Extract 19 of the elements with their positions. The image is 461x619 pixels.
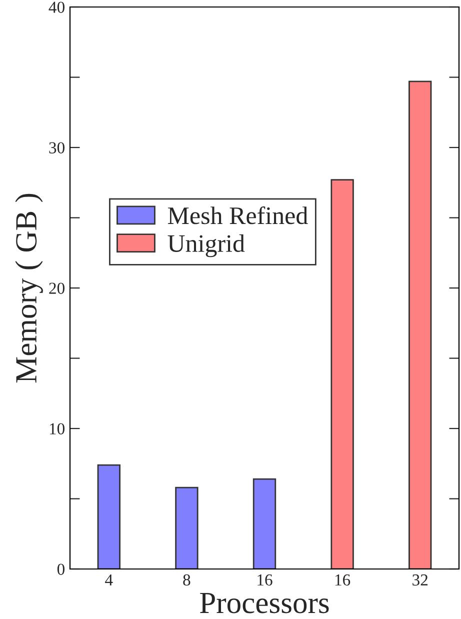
x-tick-label: 16: [335, 574, 350, 586]
y-tick-label: 30: [49, 142, 65, 154]
x-tick-label: 16: [258, 574, 272, 586]
x-axis-title: Processors: [200, 592, 329, 614]
y-tick-label: 20: [49, 282, 65, 294]
y-tick-label: 0: [57, 564, 65, 575]
y-axis-title: Memory ( GB ): [15, 194, 43, 383]
x-tick-label: 32: [412, 574, 428, 586]
y-tick-label: 10: [50, 423, 65, 434]
x-tick-label: 8: [183, 574, 190, 586]
bar: [408, 80, 432, 569]
bar: [97, 464, 120, 569]
bar: [330, 179, 354, 569]
bar: [252, 478, 276, 569]
bar: [175, 486, 198, 569]
y-tick-label: 40: [48, 2, 65, 13]
legend-label: Unigrid: [168, 234, 245, 258]
x-tick-label: 4: [105, 574, 113, 586]
legend-label: Mesh Refined: [168, 206, 308, 224]
